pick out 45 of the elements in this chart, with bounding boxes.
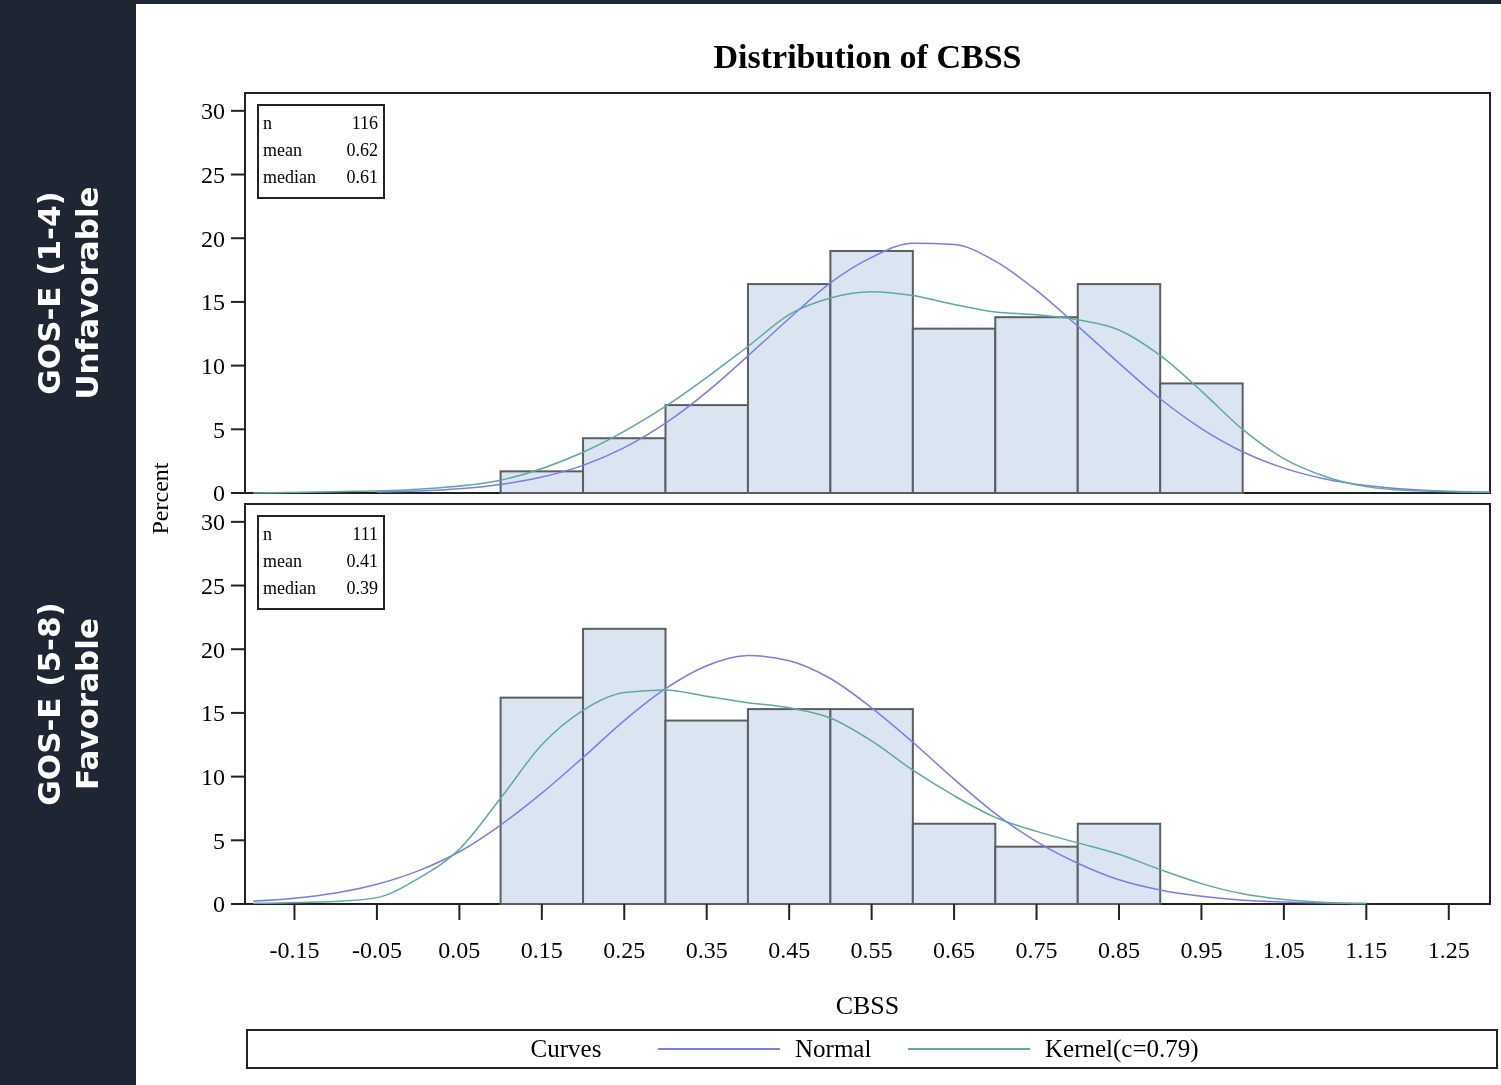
- text: mean 0.41: [263, 551, 378, 571]
- x-axis-title: CBSS: [835, 991, 900, 1020]
- y-tick-label: 0: [213, 891, 225, 918]
- legend-title: Curves: [530, 1035, 602, 1062]
- x-tick-label: 0.55: [850, 937, 893, 963]
- x-tick-label: 0.45: [768, 937, 811, 963]
- legend-label: Kernel(c=0.79): [1045, 1035, 1199, 1063]
- text: n 116: [263, 113, 378, 133]
- y-tick-label: 25: [201, 161, 225, 188]
- legend-label: Normal: [795, 1035, 872, 1062]
- text: GOS-E (1-4) Unfavorable: [31, 186, 105, 400]
- y-tick-label: 5: [213, 827, 225, 854]
- x-tick-label: 0.25: [603, 937, 646, 963]
- text: n 111: [263, 524, 378, 544]
- x-tick-label: 0.15: [520, 937, 563, 963]
- y-axis-title: Percent: [147, 462, 173, 535]
- text: mean 0.62: [263, 140, 378, 160]
- y-tick-label: 20: [201, 636, 225, 663]
- text: median 0.61: [263, 167, 378, 187]
- y-tick-label: 10: [201, 764, 225, 791]
- x-tick-label: 0.05: [438, 937, 481, 963]
- x-tick-label: 0.65: [933, 937, 976, 963]
- chart-title: Distribution of CBSS: [713, 38, 1022, 75]
- text: GOS-E (5-8) Favorable: [31, 602, 105, 806]
- y-tick-label: 20: [201, 225, 225, 252]
- x-tick-label: 0.85: [1097, 937, 1140, 963]
- x-tick-label: 1.25: [1427, 937, 1470, 963]
- y-tick-label: 30: [201, 509, 225, 536]
- text: median 0.39: [263, 578, 378, 598]
- y-tick-label: 30: [201, 98, 225, 125]
- x-tick-label: 0.35: [685, 937, 728, 963]
- line-series: [376, 242, 1491, 493]
- y-tick-label: 25: [201, 572, 225, 599]
- x-tick-label: -0.05: [351, 937, 402, 963]
- y-tick-label: 0: [213, 480, 225, 507]
- y-tick-label: 5: [213, 416, 225, 443]
- x-tick-label: 1.05: [1262, 937, 1305, 963]
- x-tick-label: 0.95: [1180, 937, 1223, 963]
- line-series: [252, 290, 1491, 494]
- x-tick-label: 1.15: [1345, 937, 1388, 963]
- y-tick-label: 10: [201, 353, 225, 380]
- x-tick-label: -0.15: [269, 937, 320, 963]
- x-tick-label: 0.75: [1015, 937, 1058, 963]
- y-tick-label: 15: [201, 289, 225, 316]
- y-tick-label: 15: [201, 700, 225, 727]
